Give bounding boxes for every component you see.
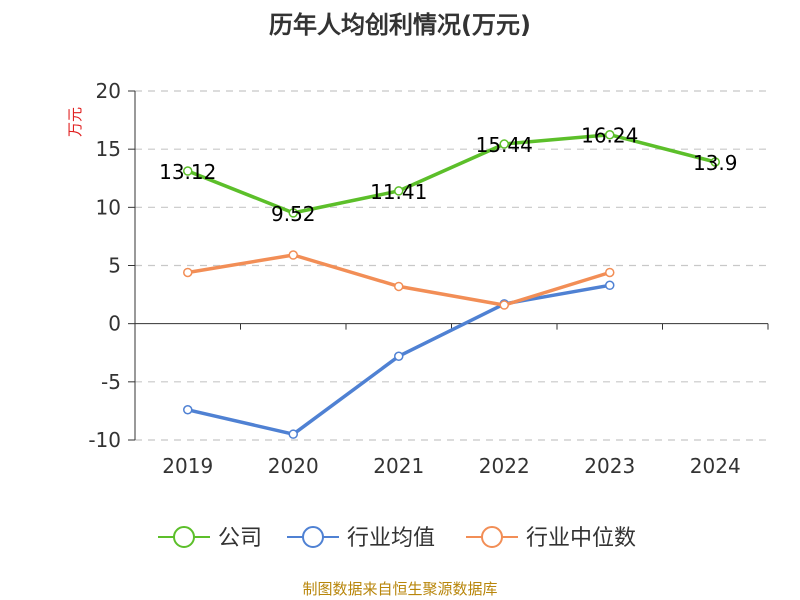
x-tick-label: 2019 [162,454,213,478]
data-point [183,405,193,415]
data-point [288,250,298,260]
legend: 公司 行业均值 行业中位数 [158,526,636,551]
y-tick-label: 15 [96,137,121,161]
series-2 [183,250,615,310]
data-point [394,281,404,292]
legend-label: 行业中位数 [526,526,636,551]
x-tick-labels: 2019 2020 2021 2022 2023 2024 [162,454,740,478]
legend-item-1: 行业均值 [287,526,435,551]
legend-marker [302,526,324,548]
x-tick-label: 2020 [268,454,319,478]
y-tick-label: 0 [108,312,121,336]
data-point [605,129,615,140]
y-tick-label: 20 [96,79,121,103]
x-tick-label: 2022 [479,454,530,478]
legend-label: 公司 [218,526,262,551]
y-axis-label: 万元 [66,107,84,137]
series-line [186,132,718,215]
data-point [288,208,298,218]
data-label: 13.9 [693,151,738,175]
data-point [183,166,193,176]
data-label: 13.12 [159,160,216,184]
axes [128,90,769,441]
y-tick-label: 5 [108,254,121,278]
data-labels: 13.12 9.52 11.41 15.44 16.24 13.9 [159,124,737,226]
y-tick-labels: -10 -5 0 5 10 15 20 [88,79,121,452]
source-note: 制图数据来自恒生聚源数据库 [302,580,497,598]
series-group [183,129,720,439]
series-0 [183,129,720,218]
x-tick-label: 2024 [690,454,741,478]
legend-item-0: 公司 [158,526,262,551]
x-tick-label: 2023 [584,454,635,478]
legend-marker [173,526,195,548]
data-label: 15.44 [476,133,533,157]
x-tick-label: 2021 [373,454,424,478]
legend-label: 行业均值 [347,526,435,551]
data-point [288,429,298,439]
y-tick-label: -5 [101,370,121,394]
legend-item-2: 行业中位数 [466,526,636,551]
grid-lines [135,90,768,441]
y-tick-label: 10 [96,195,121,219]
data-point [499,300,509,310]
data-label: 9.52 [271,202,316,226]
legend-marker [481,526,503,548]
data-point [394,351,404,361]
series-1 [183,280,615,439]
data-point [605,267,615,278]
y-tick-label: -10 [88,428,121,452]
data-point [710,157,720,167]
data-label: 11.41 [370,180,427,204]
data-label: 16.24 [581,124,638,148]
chart-title: 历年人均创利情况(万元) [269,11,531,39]
data-point [183,267,193,278]
data-point [605,280,615,291]
data-point [394,186,404,196]
data-point [499,139,509,149]
